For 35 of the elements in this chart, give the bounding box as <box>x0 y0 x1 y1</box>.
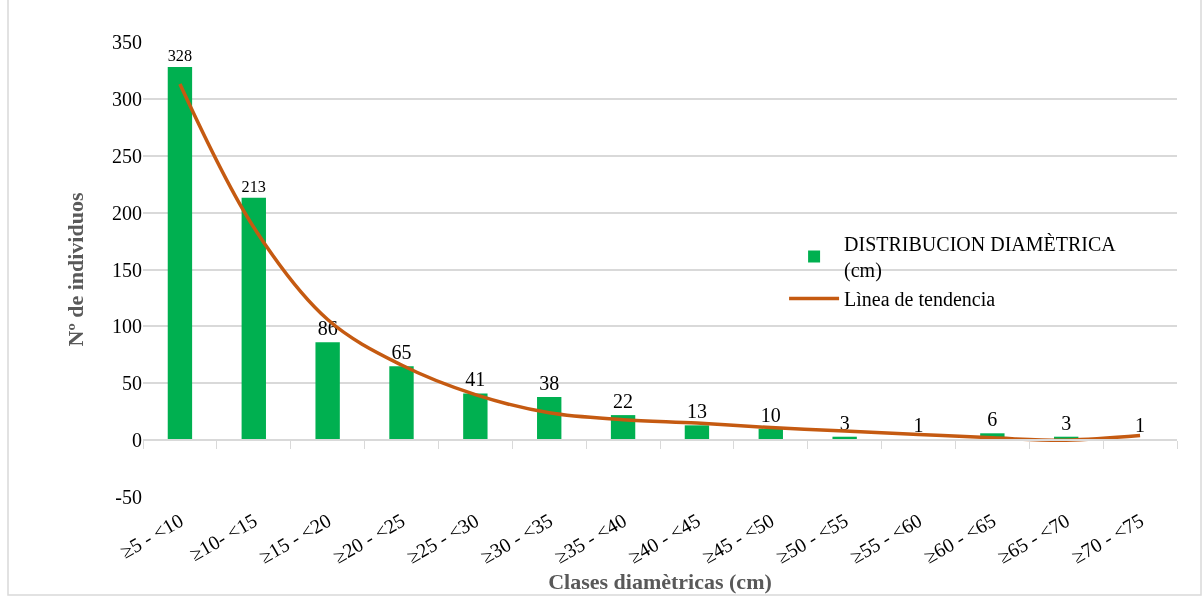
bar <box>463 393 488 441</box>
data-label: 213 <box>241 177 266 196</box>
y-tick-label: 200 <box>112 201 142 224</box>
bar <box>315 342 340 441</box>
x-axis-title: Clases diamètricas (cm) <box>548 568 772 594</box>
y-tick-label: 350 <box>112 31 142 53</box>
y-tick-label: 50 <box>122 372 142 395</box>
bar <box>167 67 193 441</box>
data-label: 6 <box>987 408 998 431</box>
data-label: 22 <box>613 390 634 413</box>
x-tick-label: ≥5 - <10 <box>116 508 187 563</box>
y-tick-label: 300 <box>112 87 142 110</box>
bar <box>241 197 266 441</box>
data-label: 86 <box>317 317 338 340</box>
y-tick-label: 100 <box>112 315 142 338</box>
legend-label: Lìnea de tendencia <box>844 288 996 311</box>
data-label: 10 <box>760 403 781 426</box>
legend-label: DISTRIBUCION DIAMÈTRICA (cm) <box>844 233 1117 283</box>
data-label: 3 <box>1061 411 1072 434</box>
y-axis-title: Nº de individuos <box>62 192 88 347</box>
y-tick-label: 150 <box>112 258 142 281</box>
data-label: 65 <box>391 341 412 364</box>
data-label: 41 <box>465 368 486 391</box>
data-label: 328 <box>167 46 193 65</box>
y-tick-label: -50 <box>115 486 142 508</box>
data-label: 38 <box>539 371 560 394</box>
data-label: 1 <box>1135 413 1146 436</box>
data-label: 13 <box>686 400 707 423</box>
y-tick-label: 0 <box>132 429 142 452</box>
bar <box>389 366 414 441</box>
line-series <box>178 82 1142 442</box>
bar <box>684 425 710 441</box>
data-label: 3 <box>839 411 850 434</box>
data-label: 1 <box>913 413 924 436</box>
y-tick-label: 250 <box>112 144 142 167</box>
